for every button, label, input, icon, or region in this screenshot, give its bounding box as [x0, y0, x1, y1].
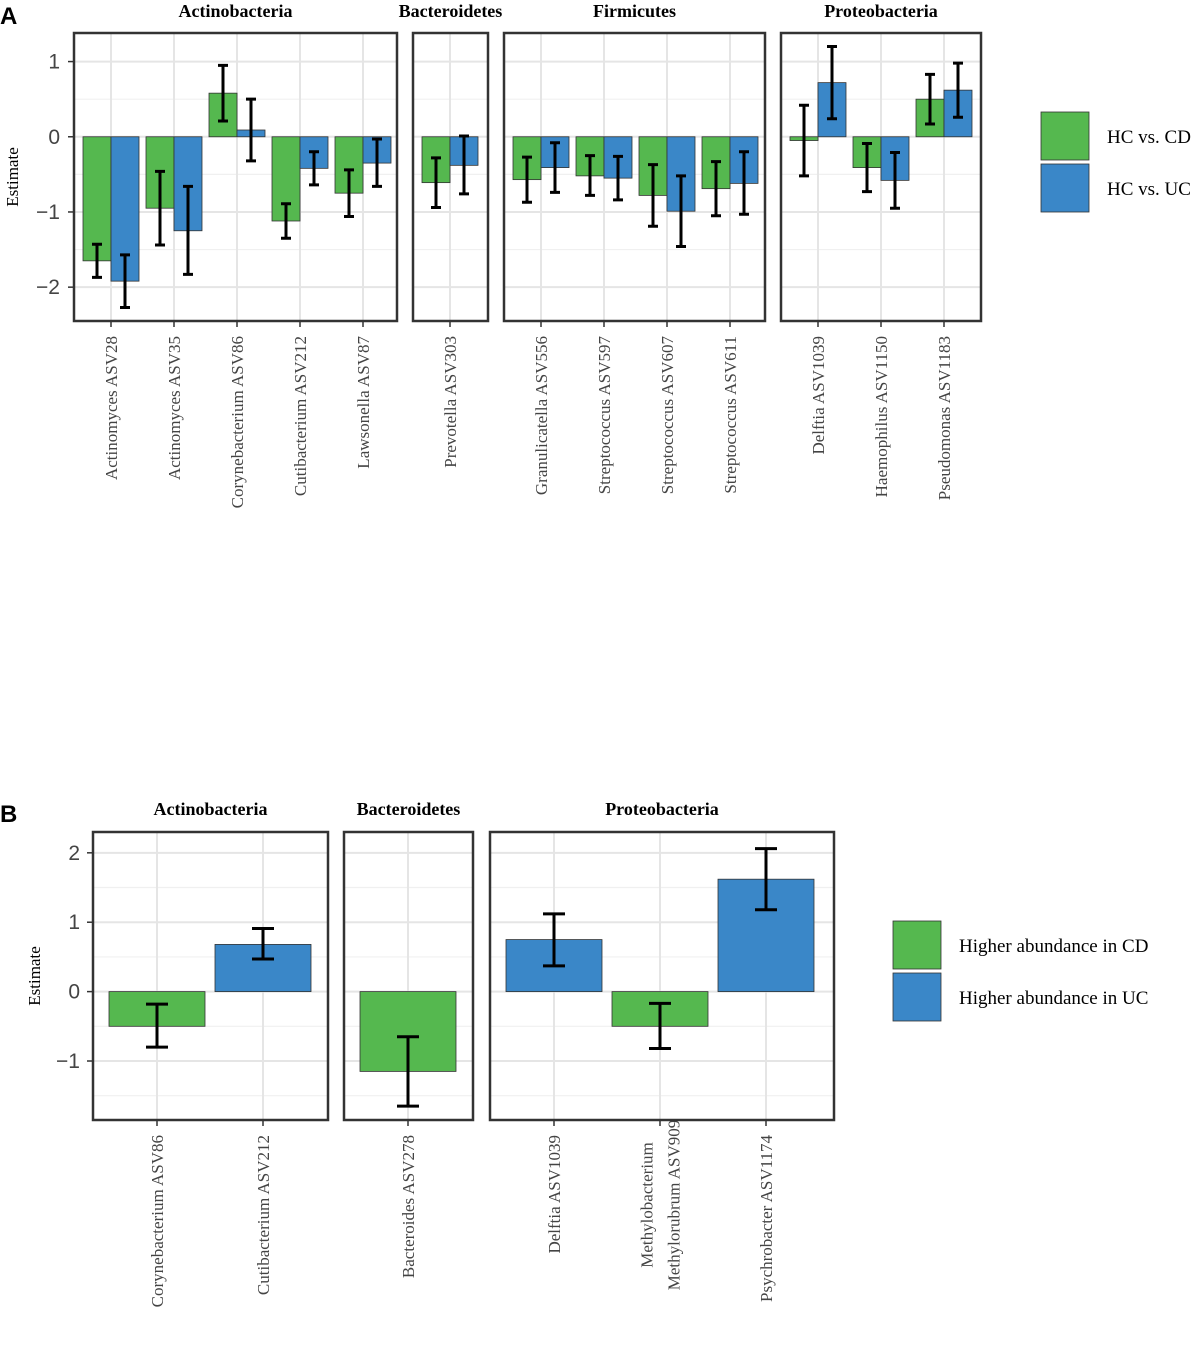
x-tick-label: Delftia ASV1039: [809, 336, 828, 455]
panel-b-y-axis-label: Estimate: [25, 946, 44, 1005]
panel-a-chart: Estimate 1 0 −1 −2 Actinobacteria Actinomyces …: [3, 1, 1191, 508]
x-tick-label: Methylobacterium: [638, 1142, 657, 1268]
panel-b-legend-swatch-higher-abundance-in-uc: [892, 972, 942, 1022]
error-bar-haemophilus-asv1150-hc-vs-cd: [862, 142, 872, 194]
x-tick-label: Prevotella ASV303: [441, 336, 460, 468]
facet-title: Proteobacteria: [824, 1, 938, 21]
panel-a-y-axis-label: Estimate: [3, 147, 22, 206]
x-tick-label: Streptococcus ASV607: [658, 336, 677, 495]
error-bar-streptococcus-asv607-hc-vs-cd: [648, 163, 658, 228]
facet-border: [411, 31, 490, 323]
panel-a-legend-swatch-hc-vs-cd: [1040, 111, 1090, 161]
x-tick-label: Granulicatella ASV556: [532, 336, 551, 495]
error-bar-streptococcus-asv597-hc-vs-uc: [613, 154, 623, 202]
panel-a-y-tick-label: −1: [36, 201, 60, 224]
facet-border: [488, 830, 836, 1122]
error-bar-bacteroides-asv278-higher-abundance-in-cd: [397, 1035, 419, 1108]
error-bar-methylobacterium-methylorubrum-asv909-higher-abundance-in-cd: [649, 1001, 671, 1051]
x-tick-label: Corynebacterium ASV86: [228, 336, 247, 508]
panel-a-facet-actinobacteria: Actinobacteria Actinomyces ASV28 Actinomyc…: [72, 1, 399, 508]
panel-b-y-tick-label: 0: [68, 981, 80, 1004]
error-bar-streptococcus-asv607-hc-vs-uc: [676, 174, 686, 249]
panel-a-y-tick-label: −2: [36, 276, 60, 299]
panel-b-legend-label-higher-abundance-in-cd: Higher abundance in CD: [959, 936, 1148, 957]
error-bar-delftia-asv1039-higher-abundance-in-uc: [543, 912, 565, 968]
panel-a-legend-label-hc-vs-cd: HC vs. CD: [1107, 127, 1191, 148]
error-bar-corynebacterium-asv86-hc-vs-uc: [246, 97, 256, 163]
facet-title: Proteobacteria: [605, 799, 719, 819]
facet-border: [779, 31, 983, 323]
x-tick-label: Methylorubrum ASV909: [665, 1120, 684, 1290]
facet-border: [91, 830, 330, 1122]
x-tick-label: Psychrobacter ASV1174: [757, 1135, 776, 1302]
facet-title: Bacteroidetes: [399, 1, 503, 21]
error-bar-prevotella-asv303-hc-vs-uc: [459, 134, 469, 196]
panel-b-letter: B: [0, 801, 17, 828]
error-bar-streptococcus-asv611-hc-vs-uc: [739, 150, 749, 216]
error-bar-actinomyces-asv35-hc-vs-uc: [183, 184, 193, 276]
panel-a-facet-bacteroidetes: Bacteroidetes Prevotella ASV303: [399, 1, 503, 468]
error-bar-prevotella-asv303-hc-vs-cd: [431, 156, 441, 209]
error-bar-lawsonella-asv87-hc-vs-uc: [372, 137, 382, 188]
panel-b-y-tick-label: −1: [56, 1050, 80, 1073]
x-tick-label: Haemophilus ASV1150: [872, 336, 891, 497]
error-bar-cutibacterium-asv212-hc-vs-uc: [309, 150, 319, 187]
x-tick-label: Actinomyces ASV35: [165, 336, 184, 480]
panel-a-legend-label-hc-vs-uc: HC vs. UC: [1107, 179, 1191, 200]
error-bar-corynebacterium-asv86-hc-vs-cd: [218, 63, 228, 123]
error-bar-actinomyces-asv28-hc-vs-uc: [120, 253, 130, 309]
panel-a-facet-firmicutes: Firmicutes Granulicatella ASV556 Streptoco…: [502, 1, 767, 495]
panel-a-y-tick-label: 0: [48, 126, 60, 149]
error-bar-delftia-asv1039-hc-vs-cd: [799, 103, 809, 178]
error-bar-delftia-asv1039-hc-vs-uc: [827, 45, 837, 121]
panel-b-facet-proteobacteria: Proteobacteria Delftia ASV1039 Methylobact…: [488, 799, 836, 1302]
error-bar-lawsonella-asv87-hc-vs-cd: [344, 168, 354, 218]
error-bar-cutibacterium-asv212-hc-vs-cd: [281, 202, 291, 240]
facet-border: [72, 31, 399, 323]
x-tick-label: Streptococcus ASV611: [721, 336, 740, 494]
facet-border: [342, 830, 475, 1122]
x-tick-label: Cutibacterium ASV212: [291, 336, 310, 496]
error-bar-corynebacterium-asv86-higher-abundance-in-cd: [146, 1002, 168, 1049]
error-bar-actinomyces-asv28-hc-vs-cd: [92, 242, 102, 279]
panel-a-legend-swatch-hc-vs-uc: [1040, 163, 1090, 213]
error-bar-granulicatella-asv556-hc-vs-uc: [550, 141, 560, 194]
x-tick-label: Cutibacterium ASV212: [254, 1135, 273, 1295]
x-tick-label: Bacteroides ASV278: [399, 1135, 418, 1278]
panel-a-facet-proteobacteria: Proteobacteria Delftia ASV1039 Haemophilus…: [779, 1, 983, 500]
panel-b-y-tick-label: 2: [68, 842, 80, 865]
x-tick-label: Corynebacterium ASV86: [148, 1135, 167, 1307]
facet-title: Actinobacteria: [154, 799, 268, 819]
facet-title: Actinobacteria: [179, 1, 293, 21]
x-tick-label: Pseudomonas ASV1183: [935, 336, 954, 500]
x-tick-label: Actinomyces ASV28: [102, 336, 121, 480]
panel-b-chart: Estimate 2 1 0 −1 Actinobacteria Corynebacteri…: [25, 799, 1148, 1307]
error-bar-haemophilus-asv1150-hc-vs-uc: [890, 151, 900, 210]
error-bar-streptococcus-asv611-hc-vs-cd: [711, 160, 721, 218]
error-bar-streptococcus-asv597-hc-vs-cd: [585, 154, 595, 197]
error-bar-cutibacterium-asv212-higher-abundance-in-uc: [252, 926, 274, 961]
panel-b-legend-swatch-higher-abundance-in-cd: [892, 920, 942, 970]
facet-border: [502, 31, 767, 323]
x-tick-label: Delftia ASV1039: [545, 1135, 564, 1254]
facet-title: Firmicutes: [593, 1, 676, 21]
error-bar-pseudomonas-asv1183-hc-vs-cd: [925, 72, 935, 126]
panel-a-y-tick-label: 1: [48, 51, 60, 74]
panel-b-legend-label-higher-abundance-in-uc: Higher abundance in UC: [959, 988, 1148, 1009]
panel-b-facet-bacteroidetes: Bacteroidetes Bacteroides ASV278: [342, 799, 475, 1278]
panel-b-facet-actinobacteria: Actinobacteria Corynebacterium ASV86 Cutib…: [91, 799, 330, 1307]
x-tick-label: Lawsonella ASV87: [354, 336, 373, 469]
x-tick-label: Streptococcus ASV597: [595, 336, 614, 495]
bar-actinomyces-asv28-hc-vs-cd: [82, 136, 112, 262]
panel-b-y-tick-label: 1: [68, 911, 80, 934]
panel-a-letter: A: [0, 3, 17, 30]
error-bar-actinomyces-asv35-hc-vs-cd: [155, 169, 165, 247]
error-bar-granulicatella-asv556-hc-vs-cd: [522, 155, 532, 204]
error-bar-psychrobacter-asv1174-higher-abundance-in-uc: [755, 847, 777, 912]
facet-title: Bacteroidetes: [357, 799, 461, 819]
error-bar-pseudomonas-asv1183-hc-vs-uc: [953, 61, 963, 119]
